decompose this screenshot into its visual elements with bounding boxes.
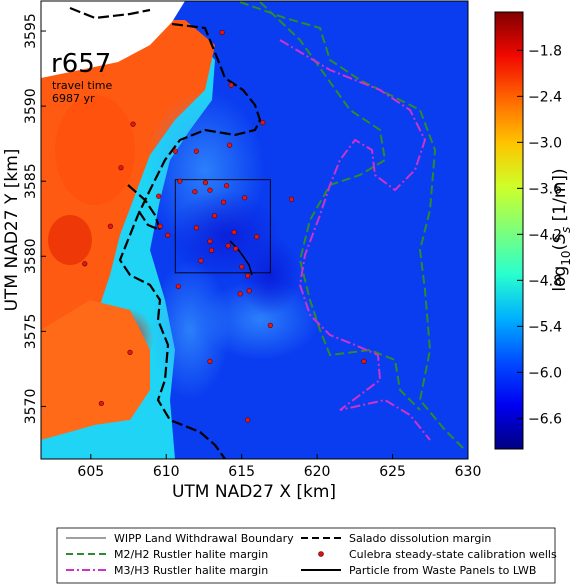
- calibration-well-marker: [246, 288, 252, 294]
- calibration-well-marker: [165, 232, 171, 238]
- m2-h2-halite-margin: [239, 1, 466, 451]
- x-axis-ticks: 605 610 615 620 625 630: [77, 454, 481, 480]
- colorbar-tick-label: −6.6: [528, 411, 562, 427]
- calibration-well-marker: [220, 199, 227, 205]
- y-tick-label: 3575: [23, 314, 39, 350]
- x-tick-label: 610: [153, 464, 180, 480]
- salado-dissolution-margin-lobe: [127, 184, 162, 232]
- m3-h3-halite-margin: [279, 39, 431, 441]
- calibration-well-marker: [177, 178, 183, 184]
- y-tick-label: 3595: [23, 13, 39, 49]
- calibration-well-marker: [361, 358, 367, 364]
- calibration-well-marker: [207, 187, 213, 193]
- calibration-well-marker: [207, 238, 213, 244]
- calibration-wells: [82, 29, 367, 423]
- legend-label: M3/H3 Rustler halite margin: [114, 564, 268, 577]
- salado-dissolution-margin: [69, 6, 262, 459]
- calibration-well-marker: [223, 183, 230, 189]
- calibration-well-marker: [225, 243, 231, 249]
- calibration-well-marker: [98, 400, 104, 407]
- calibration-well-marker: [192, 189, 198, 195]
- calibration-well-marker: [198, 258, 204, 264]
- calibration-well-marker: [156, 193, 162, 199]
- plot-frame: [40, 0, 469, 460]
- x-tick-label: 620: [304, 464, 331, 480]
- high-ss-hotspot: [48, 215, 92, 265]
- calibration-well-marker: [245, 273, 251, 279]
- calibration-well-marker: [228, 82, 234, 88]
- legend-label: WIPP Land Withdrawal Boundary: [114, 532, 294, 545]
- calibration-well-marker: [211, 213, 218, 219]
- m2-h2-halite-margin-inner: [259, 1, 421, 411]
- x-tick-label: 615: [228, 464, 255, 480]
- annotation-line-1: travel time: [52, 79, 112, 92]
- calibration-well-marker: [267, 322, 273, 328]
- y-axis-label: UTM NAD27 Y [km]: [2, 149, 22, 312]
- legend: WIPP Land Withdrawal Boundary M2/H2 Rustl…: [66, 532, 557, 577]
- calibration-well-marker: [118, 165, 124, 171]
- calibration-well-marker: [242, 195, 248, 201]
- particle-path: [229, 240, 253, 276]
- x-tick-label: 605: [77, 464, 104, 480]
- colorbar-tick-label: −5.4: [528, 319, 562, 335]
- calibration-well-marker: [207, 358, 213, 364]
- colorbar: [494, 11, 524, 450]
- legend-label: Culebra steady-state calibration wells: [349, 548, 557, 561]
- x-axis-label: UTM NAD27 X [km]: [172, 482, 336, 502]
- calibration-well-marker: [231, 229, 237, 235]
- calibration-well-marker: [193, 148, 200, 154]
- colorbar-label: log10(Ss [1/m]): [550, 168, 573, 291]
- calibration-well-marker: [172, 148, 178, 154]
- calibration-well-marker: [82, 261, 88, 267]
- y-tick-label: 3570: [23, 389, 39, 425]
- calibration-well-marker: [130, 121, 136, 127]
- lower-cyan-region: [41, 395, 175, 459]
- overlay-lines: [69, 1, 466, 459]
- high-ss-hotspot: [55, 95, 135, 205]
- legend-label: M2/H2 Rustler halite margin: [114, 548, 268, 561]
- colorbar-tick-label: −2.4: [528, 89, 562, 105]
- heatmap-field: [41, 1, 468, 459]
- annotation-line-2: 6987 yr: [52, 92, 95, 105]
- y-tick-label: 3590: [23, 88, 39, 124]
- calibration-well-marker: [208, 247, 215, 253]
- calibration-well-marker: [127, 349, 133, 355]
- legend-swatch-culebra-steady-state-calibration-wells: [318, 551, 324, 557]
- run-label: r657: [51, 49, 111, 79]
- calibration-well-marker: [254, 234, 260, 240]
- colorbar-tick-label: −1.8: [528, 43, 562, 59]
- x-tick-label: 625: [379, 464, 406, 480]
- lower-high-region: [41, 300, 150, 440]
- y-tick-label: 3585: [23, 163, 39, 199]
- calibration-well-marker: [193, 225, 200, 231]
- colorbar-tick-label: −4.8: [528, 273, 562, 289]
- y-axis-ticks: 3570 3575 3580 3585 3590 3595: [23, 13, 46, 424]
- colorbar-tick-label: −6.0: [528, 365, 562, 381]
- calibration-well-marker: [219, 29, 225, 36]
- colorbar-ticks: −1.8 −2.4 −3.0 −3.6 −4.2 −4.8 −5.4 −6.0 −6.6: [517, 43, 562, 427]
- colorbar-tick-label: −4.2: [528, 227, 562, 243]
- calibration-well-marker: [107, 223, 114, 229]
- calibration-well-marker: [227, 142, 233, 148]
- colorbar-tick-label: −3.0: [528, 135, 562, 151]
- calibration-well-marker: [237, 291, 243, 297]
- colorbar-tick-label: −3.6: [528, 181, 562, 197]
- legend-label: Salado dissolution margin: [349, 532, 491, 545]
- calibration-well-marker: [239, 264, 245, 270]
- y-tick-label: 3580: [23, 238, 39, 274]
- no-data-corner: [41, 1, 185, 78]
- legend-label: Particle from Waste Panels to LWB: [349, 564, 536, 577]
- calibration-well-marker: [175, 283, 181, 289]
- calibration-well-marker: [288, 196, 295, 202]
- calibration-well-marker: [260, 120, 266, 126]
- calibration-well-marker: [233, 246, 239, 252]
- wipp-land-withdrawal-boundary: [174, 179, 271, 274]
- x-tick-label: 630: [455, 464, 482, 480]
- calibration-well-marker: [157, 223, 163, 229]
- calibration-well-marker: [245, 417, 251, 423]
- calibration-well-marker: [202, 180, 209, 186]
